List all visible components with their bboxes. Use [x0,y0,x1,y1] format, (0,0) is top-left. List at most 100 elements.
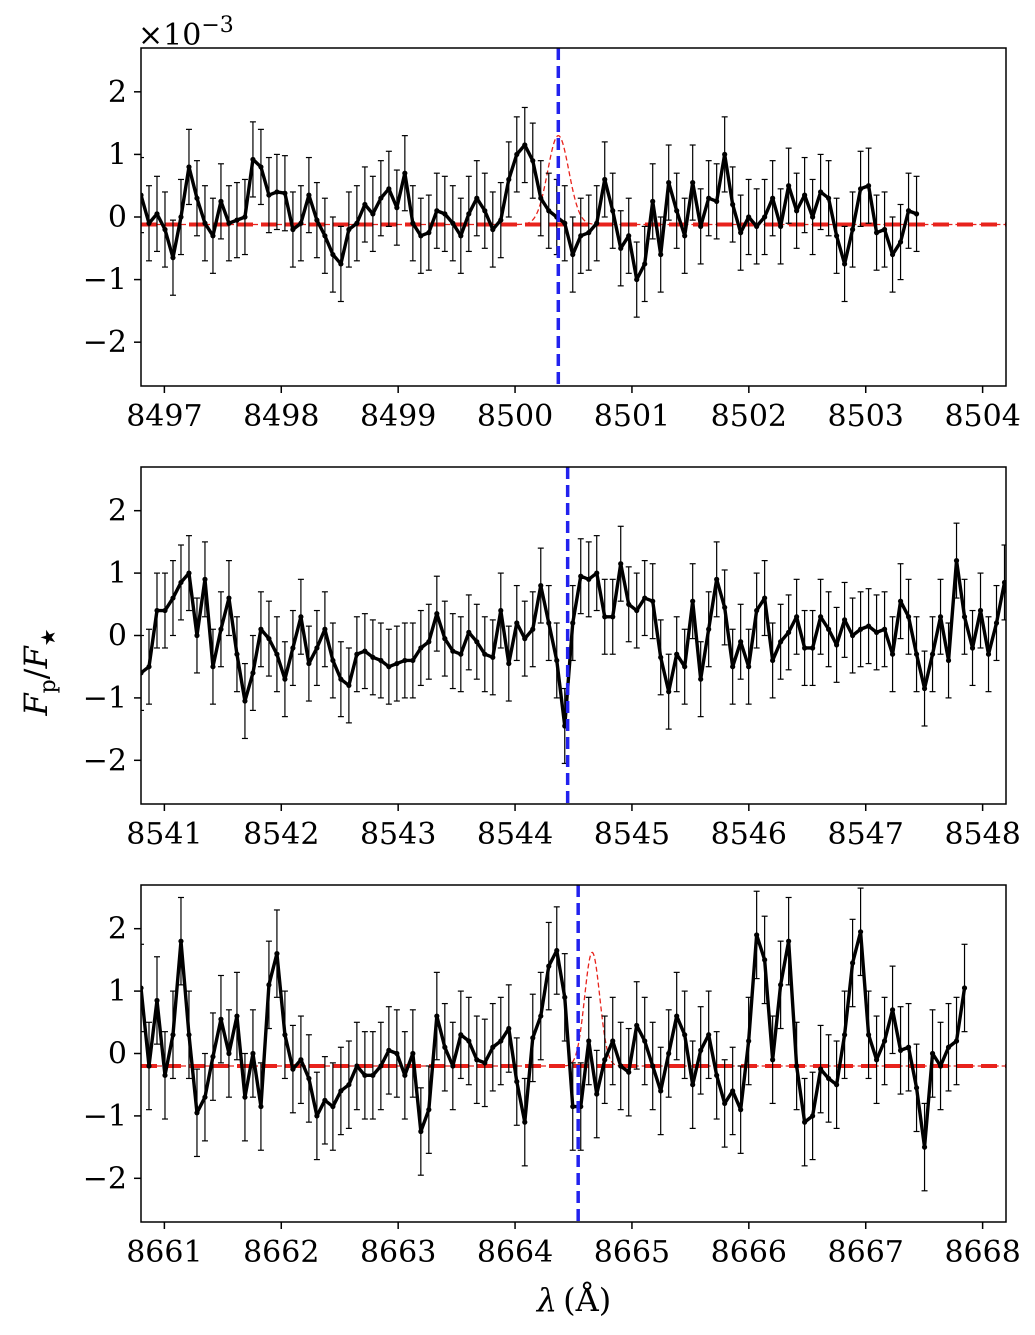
x-label-lambda: λ [535,1281,557,1319]
data-point [450,648,456,654]
data-point [362,201,368,208]
x-tick-label: 8667 [828,1235,904,1270]
data-point [370,1072,376,1078]
data-point [666,1050,672,1057]
data-point [194,1110,200,1116]
data-point [442,1044,448,1050]
data-point [386,186,392,192]
data-point [905,1044,912,1050]
data-point [977,607,984,614]
data-point [306,1075,312,1082]
data-point [378,657,384,664]
data-point [961,985,968,991]
data-point [506,176,512,183]
data-point [953,558,960,564]
data-point [905,208,912,214]
data-point [953,1038,960,1044]
data-point [618,245,624,251]
data-point [698,1047,704,1053]
data-point [865,183,872,189]
data-point [162,1072,168,1078]
data-point [690,598,696,604]
x-tick-label: 8665 [594,1235,670,1270]
data-point [170,595,176,601]
data-point [338,676,344,682]
y-tick-label: −1 [83,681,127,716]
x-tick-label: 8498 [243,399,319,434]
data-point [250,670,256,676]
data-point [530,1035,536,1041]
data-point [378,195,384,201]
x-tick-label: 8542 [243,817,319,852]
data-point [802,1119,808,1125]
data-point [658,654,664,660]
data-point [722,1100,728,1107]
data-point [506,660,512,667]
data-point [857,626,864,632]
data-point [170,1032,176,1038]
data-point [162,607,168,614]
y-tick-label: −1 [83,263,127,298]
data-point [226,595,232,601]
data-point [881,226,888,233]
data-point [394,660,400,667]
data-point [674,208,680,214]
data-point [314,217,320,223]
data-point [306,660,312,667]
plot-area [141,885,1006,1222]
data-point [746,1038,752,1044]
data-point [762,214,768,220]
data-point [354,1063,360,1069]
data-point [218,1016,224,1022]
data-point [562,994,568,1000]
data-point [426,230,432,236]
data-point [202,576,208,582]
data-point [626,1069,632,1075]
data-point [873,230,880,236]
data-point [354,651,360,657]
data-point [634,276,640,283]
data-point [370,211,376,217]
data-point [849,226,856,233]
x-tick-label: 8663 [360,1235,436,1270]
data-point [458,1032,464,1038]
data-point [218,198,224,204]
data-point [849,960,856,966]
data-point [818,189,824,195]
data-point [490,1044,496,1050]
data-point [274,189,280,195]
data-point [698,223,704,229]
data-point [786,938,792,944]
scale-factor-base: ×10 [138,18,201,53]
data-point [834,233,840,239]
data-point [362,1072,368,1078]
data-point [154,211,160,217]
data-point [642,261,648,267]
y-tick-label: 2 [108,75,127,110]
data-point [873,1057,880,1063]
data-point [450,1063,456,1069]
data-point [778,982,784,988]
data-point [330,657,336,664]
data-point [881,626,888,632]
data-point [913,1085,920,1091]
data-point [418,645,424,651]
data-point [410,657,416,664]
data-point [841,261,848,267]
data-point [698,676,704,682]
plot-area [141,467,1006,804]
data-point [402,657,408,664]
data-point [234,651,240,657]
scale-factor-exponent: −3 [201,13,233,38]
data-point [394,1050,400,1057]
data-point [690,1082,696,1088]
data-point [666,689,672,695]
data-point [818,1066,824,1072]
data-point [937,614,944,620]
data-point [778,223,784,229]
data-point [538,1013,544,1019]
data-point [546,620,552,626]
x-tick-label: 8541 [126,817,202,852]
data-point [674,1013,680,1019]
